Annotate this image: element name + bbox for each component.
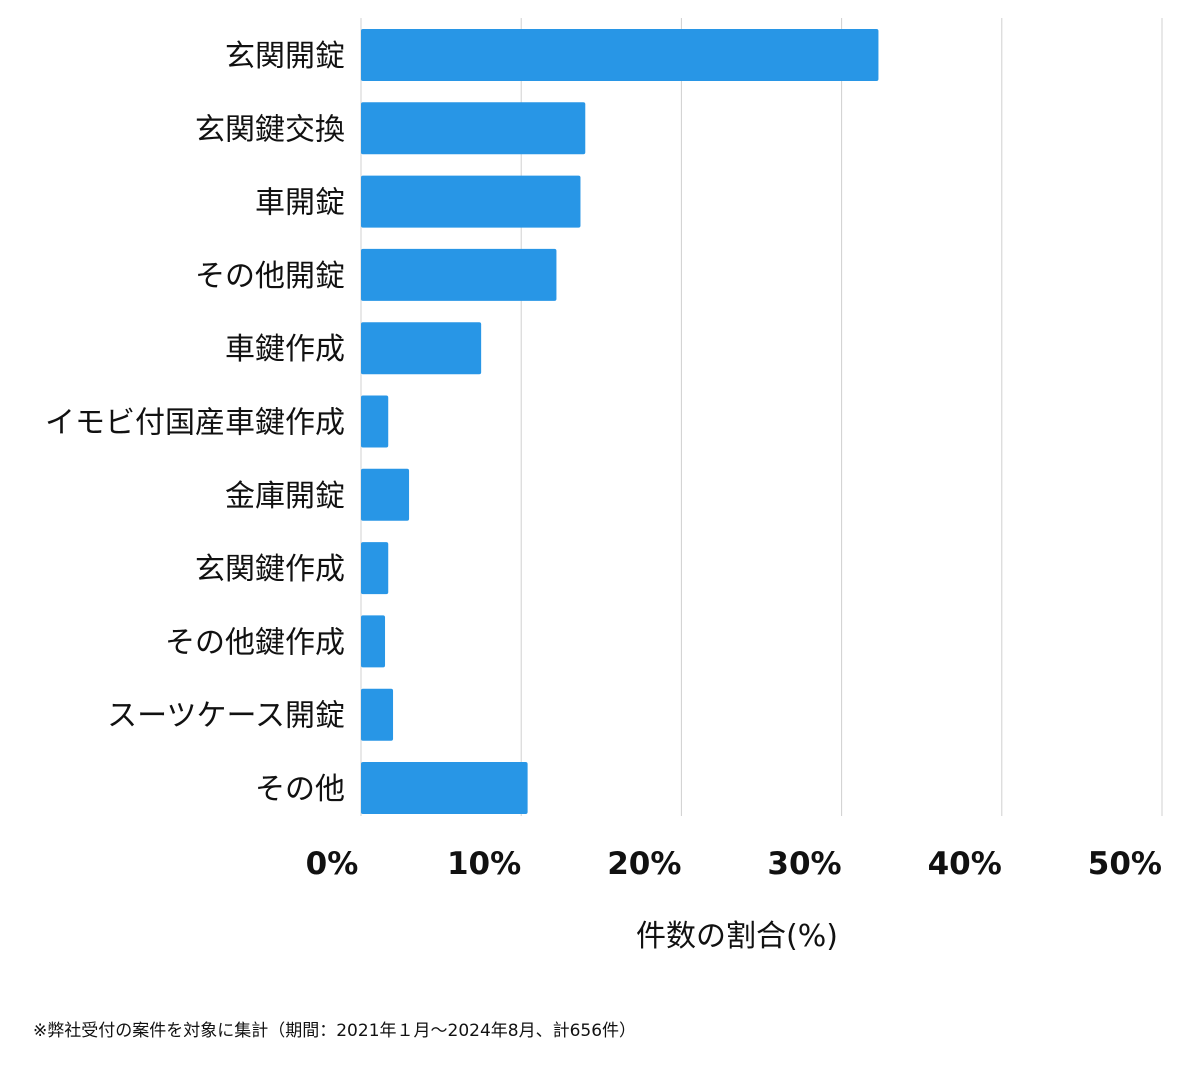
category-label: その他鍵作成 <box>165 625 345 660</box>
category-label: イモビ付国産車鍵作成 <box>45 406 345 441</box>
x-tick-label: 10% <box>447 846 521 882</box>
x-tick-label: 20% <box>607 846 681 882</box>
x-axis-title: 件数の割合(%) <box>636 919 838 954</box>
bar <box>361 762 528 814</box>
category-label: 金庫開錠 <box>225 479 345 514</box>
x-tick-label: 30% <box>767 846 841 882</box>
bar <box>361 102 586 155</box>
bar <box>361 615 386 668</box>
category-label: その他開錠 <box>195 259 345 294</box>
x-tick-label: 0% <box>306 846 359 882</box>
bar <box>361 542 389 595</box>
category-labels: 玄関開錠玄関鍵交換車開錠その他開錠車鍵作成イモビ付国産車鍵作成金庫開錠玄関鍵作成… <box>45 39 345 807</box>
bar <box>361 322 482 375</box>
category-label: その他 <box>255 772 345 807</box>
bar <box>361 395 389 448</box>
category-label: 玄関鍵作成 <box>195 552 345 587</box>
bar <box>361 248 557 301</box>
footnote: ※弊社受付の案件を対象に集計（期間：2021年１月〜2024年8月、計656件） <box>33 1021 637 1041</box>
category-label: スーツケース開錠 <box>107 699 345 734</box>
bar <box>361 688 394 741</box>
bars <box>361 29 879 814</box>
bar <box>361 468 410 521</box>
bar <box>361 29 879 81</box>
category-label: 車開錠 <box>255 186 345 221</box>
x-tick-label: 50% <box>1088 846 1162 882</box>
x-tick-label: 40% <box>928 846 1002 882</box>
category-label: 車鍵作成 <box>225 332 345 367</box>
category-label: 玄関鍵交換 <box>195 112 345 147</box>
x-tick-labels: 0% 10% 20% 30% 40% 50% <box>306 846 1162 882</box>
bar <box>361 175 581 228</box>
category-label: 玄関開錠 <box>225 39 345 74</box>
